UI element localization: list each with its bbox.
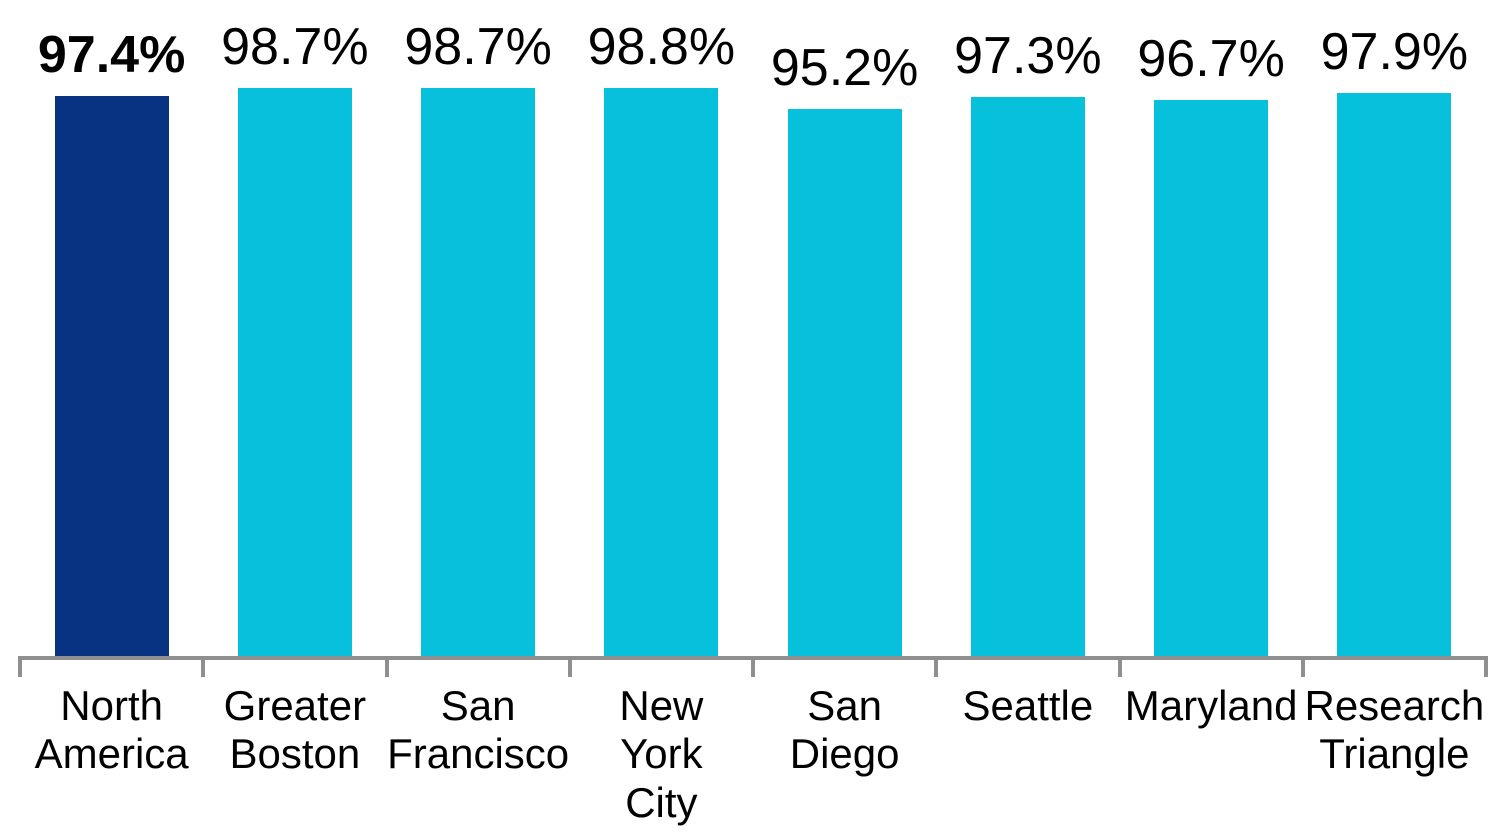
bar <box>54 96 169 656</box>
bar-value-label: 96.7% <box>1137 29 1285 88</box>
bar <box>1337 93 1452 656</box>
bar <box>237 88 352 656</box>
bar <box>421 88 536 656</box>
x-axis-tick <box>385 656 389 677</box>
bar-column: 96.7% <box>1120 0 1303 656</box>
bar-column: 98.7% <box>387 0 570 656</box>
x-axis-category-label: Seattle <box>962 682 1094 729</box>
x-axis-category-labels: North America Greater Boston San Francisco New… <box>20 682 1486 827</box>
bar-column: 98.7% <box>203 0 386 656</box>
bar <box>604 88 719 656</box>
x-axis-tick <box>934 656 938 677</box>
plot-area: 97.4% 98.7% 98.7% 98.8% 95.2% 97.3% 96.7% 97.9% <box>20 0 1486 656</box>
bar-value-label: 97.9% <box>1320 22 1469 81</box>
x-axis-category-label: Maryland <box>1124 682 1298 729</box>
bar-column: 97.3% <box>936 0 1119 656</box>
bar-value-label: 98.8% <box>587 17 736 76</box>
bar-value-label: 97.4% <box>37 25 186 84</box>
x-axis-category-label: North America <box>34 682 189 778</box>
bar-column: 95.2% <box>753 0 936 656</box>
bar-column: 98.8% <box>570 0 753 656</box>
bar-value-label: 95.2% <box>770 38 919 97</box>
x-axis-tick <box>1301 656 1305 677</box>
bar <box>787 109 902 656</box>
bar <box>1154 100 1269 656</box>
x-axis-category-label: New York City <box>619 682 704 826</box>
bar <box>970 97 1085 656</box>
x-axis-category-label: San Diego <box>789 682 900 778</box>
x-axis-tick <box>568 656 572 677</box>
bar-column: 97.9% <box>1303 0 1486 656</box>
x-axis-tick <box>751 656 755 677</box>
x-axis-category-label: Research Triangle <box>1304 682 1485 778</box>
x-axis-tick <box>201 656 205 677</box>
bar-column: 97.4% <box>20 0 203 656</box>
x-axis-category-label: San Francisco <box>387 682 570 778</box>
x-axis-tick <box>18 656 22 677</box>
bar-value-label: 97.3% <box>954 26 1102 85</box>
bar-value-label: 98.7% <box>221 17 369 76</box>
bar-value-label: 98.7% <box>404 17 552 76</box>
x-axis-tick <box>1118 656 1122 677</box>
x-axis-tick <box>1484 656 1488 677</box>
x-axis-category-label: Greater Boston <box>223 682 367 778</box>
